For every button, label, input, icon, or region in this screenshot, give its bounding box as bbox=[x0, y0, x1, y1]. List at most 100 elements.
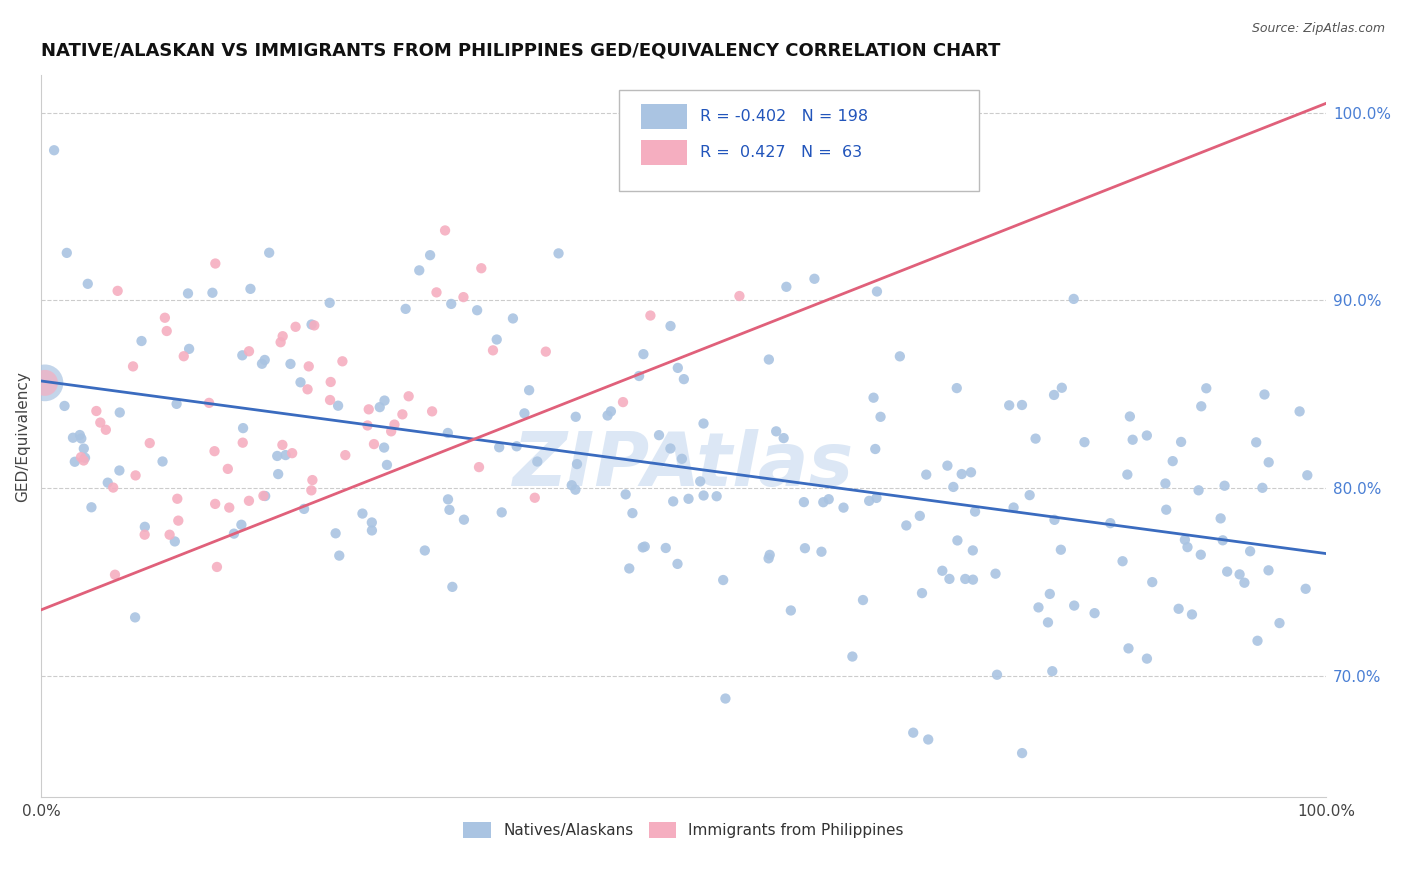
Point bbox=[325, 526, 347, 541]
Point bbox=[134, 520, 156, 534]
Point bbox=[70, 432, 93, 446]
Point bbox=[793, 495, 815, 509]
Point bbox=[299, 483, 322, 498]
Point bbox=[614, 487, 637, 501]
Point bbox=[692, 417, 714, 431]
FancyBboxPatch shape bbox=[641, 140, 688, 165]
Point bbox=[1268, 616, 1291, 631]
Point bbox=[198, 396, 221, 410]
Point bbox=[986, 667, 1008, 681]
Point bbox=[1154, 502, 1177, 516]
Point bbox=[205, 560, 228, 574]
Point bbox=[1187, 483, 1209, 498]
Point bbox=[758, 551, 780, 566]
FancyBboxPatch shape bbox=[641, 104, 688, 128]
Point bbox=[502, 311, 524, 326]
Point bbox=[1040, 664, 1063, 678]
Point bbox=[655, 541, 678, 555]
Point bbox=[363, 437, 385, 451]
Point bbox=[908, 508, 931, 523]
Point bbox=[238, 344, 260, 359]
Point bbox=[153, 310, 176, 325]
Point bbox=[547, 246, 569, 260]
Point bbox=[561, 478, 583, 492]
Point bbox=[915, 467, 938, 482]
Point bbox=[903, 725, 925, 739]
Point bbox=[62, 431, 84, 445]
Point bbox=[280, 357, 302, 371]
Point bbox=[803, 272, 825, 286]
Point bbox=[1018, 488, 1040, 502]
Point bbox=[1296, 468, 1319, 483]
Point bbox=[938, 572, 960, 586]
Point bbox=[356, 418, 378, 433]
Point bbox=[292, 502, 315, 516]
Point bbox=[122, 359, 145, 374]
Point bbox=[714, 691, 737, 706]
Point bbox=[640, 309, 662, 323]
Point bbox=[34, 376, 56, 390]
Point bbox=[945, 381, 967, 395]
Point bbox=[138, 436, 160, 450]
Point bbox=[218, 500, 240, 515]
Point bbox=[1118, 641, 1140, 656]
Point bbox=[488, 440, 510, 454]
Point bbox=[658, 168, 681, 182]
Point bbox=[662, 494, 685, 508]
Point bbox=[889, 349, 911, 363]
Point bbox=[628, 369, 651, 384]
Point bbox=[1174, 533, 1197, 547]
Point bbox=[946, 533, 969, 548]
Point bbox=[134, 527, 156, 541]
Point bbox=[772, 431, 794, 445]
Text: ZIPAtlas: ZIPAtlas bbox=[513, 429, 855, 501]
Text: R = -0.402   N = 198: R = -0.402 N = 198 bbox=[700, 109, 869, 124]
Point bbox=[1295, 582, 1317, 596]
Point bbox=[318, 296, 340, 310]
Point bbox=[634, 540, 657, 554]
Point bbox=[56, 245, 79, 260]
Point bbox=[648, 428, 671, 442]
Point bbox=[1246, 633, 1268, 648]
Point bbox=[965, 505, 987, 519]
Point bbox=[352, 507, 374, 521]
Point bbox=[1084, 606, 1107, 620]
Point bbox=[124, 610, 146, 624]
Point bbox=[271, 438, 294, 452]
Point bbox=[408, 263, 430, 277]
Point bbox=[217, 462, 239, 476]
Point bbox=[413, 543, 436, 558]
Legend: Natives/Alaskans, Immigrants from Philippines: Natives/Alaskans, Immigrants from Philip… bbox=[457, 816, 910, 844]
Point bbox=[328, 549, 350, 563]
Point bbox=[728, 289, 751, 303]
Point bbox=[252, 489, 274, 503]
Point bbox=[63, 455, 86, 469]
Point bbox=[917, 732, 939, 747]
Point bbox=[1216, 565, 1239, 579]
Point bbox=[1161, 454, 1184, 468]
Point bbox=[862, 391, 884, 405]
Point bbox=[326, 399, 349, 413]
Point bbox=[869, 409, 891, 424]
Point bbox=[1116, 467, 1139, 482]
Point bbox=[1136, 428, 1159, 442]
Point bbox=[779, 603, 801, 617]
Point bbox=[434, 223, 457, 237]
Point bbox=[419, 248, 441, 262]
Point bbox=[72, 453, 94, 467]
Point bbox=[692, 488, 714, 502]
Point bbox=[621, 506, 644, 520]
Point bbox=[942, 480, 965, 494]
Point bbox=[565, 457, 588, 471]
Point bbox=[250, 357, 273, 371]
Point bbox=[173, 349, 195, 363]
Point bbox=[998, 398, 1021, 412]
Point bbox=[1073, 435, 1095, 450]
Point bbox=[284, 319, 307, 334]
Point bbox=[950, 467, 973, 481]
Point bbox=[896, 518, 918, 533]
Point bbox=[962, 573, 984, 587]
Point bbox=[375, 458, 398, 472]
Point bbox=[1213, 479, 1236, 493]
Point bbox=[1099, 516, 1122, 531]
